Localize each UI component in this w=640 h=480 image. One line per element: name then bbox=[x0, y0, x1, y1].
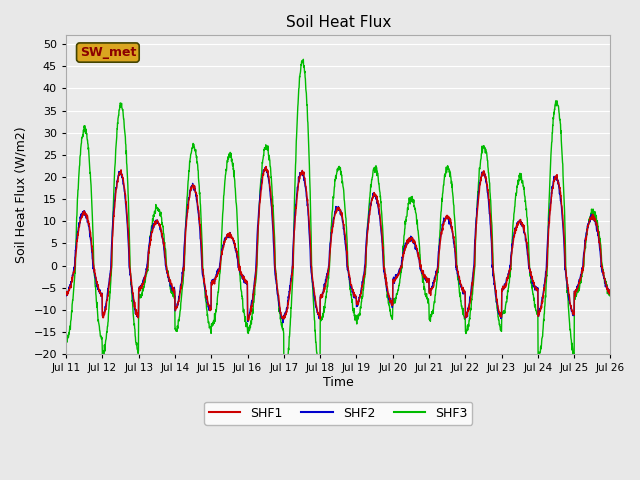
SHF1 bbox=[497, 314, 504, 320]
SHF1 bbox=[574, 284, 582, 289]
SHF2 bbox=[279, 320, 287, 325]
Text: SW_met: SW_met bbox=[80, 46, 136, 59]
SHF2 bbox=[607, 289, 614, 295]
Line: SHF2: SHF2 bbox=[66, 168, 611, 323]
SHF2 bbox=[366, 205, 374, 211]
SHF2 bbox=[497, 315, 504, 321]
SHF2 bbox=[574, 285, 582, 290]
SHF3 bbox=[280, 377, 288, 383]
SHF3 bbox=[559, 161, 566, 167]
SHF3 bbox=[574, 289, 582, 295]
Line: SHF3: SHF3 bbox=[66, 60, 611, 380]
SHF3 bbox=[355, 316, 362, 322]
SHF2 bbox=[559, 222, 566, 228]
SHF2 bbox=[214, 269, 221, 275]
SHF1 bbox=[355, 302, 362, 308]
Title: Soil Heat Flux: Soil Heat Flux bbox=[285, 15, 391, 30]
SHF1 bbox=[366, 206, 374, 212]
SHF3 bbox=[300, 57, 307, 62]
SHF2 bbox=[261, 165, 269, 170]
Line: SHF1: SHF1 bbox=[66, 167, 611, 321]
SHF1 bbox=[559, 213, 566, 218]
X-axis label: Time: Time bbox=[323, 376, 354, 389]
SHF3 bbox=[366, 190, 374, 196]
SHF2 bbox=[62, 293, 70, 299]
SHF3 bbox=[497, 324, 504, 330]
Y-axis label: Soil Heat Flux (W/m2): Soil Heat Flux (W/m2) bbox=[15, 126, 28, 263]
SHF1 bbox=[214, 271, 221, 277]
SHF3 bbox=[607, 289, 614, 295]
SHF2 bbox=[355, 299, 362, 304]
SHF1 bbox=[244, 318, 252, 324]
SHF3 bbox=[214, 291, 221, 297]
SHF1 bbox=[262, 164, 270, 169]
SHF1 bbox=[62, 289, 70, 295]
Legend: SHF1, SHF2, SHF3: SHF1, SHF2, SHF3 bbox=[204, 402, 472, 425]
SHF1 bbox=[607, 291, 614, 297]
SHF3 bbox=[62, 337, 70, 343]
